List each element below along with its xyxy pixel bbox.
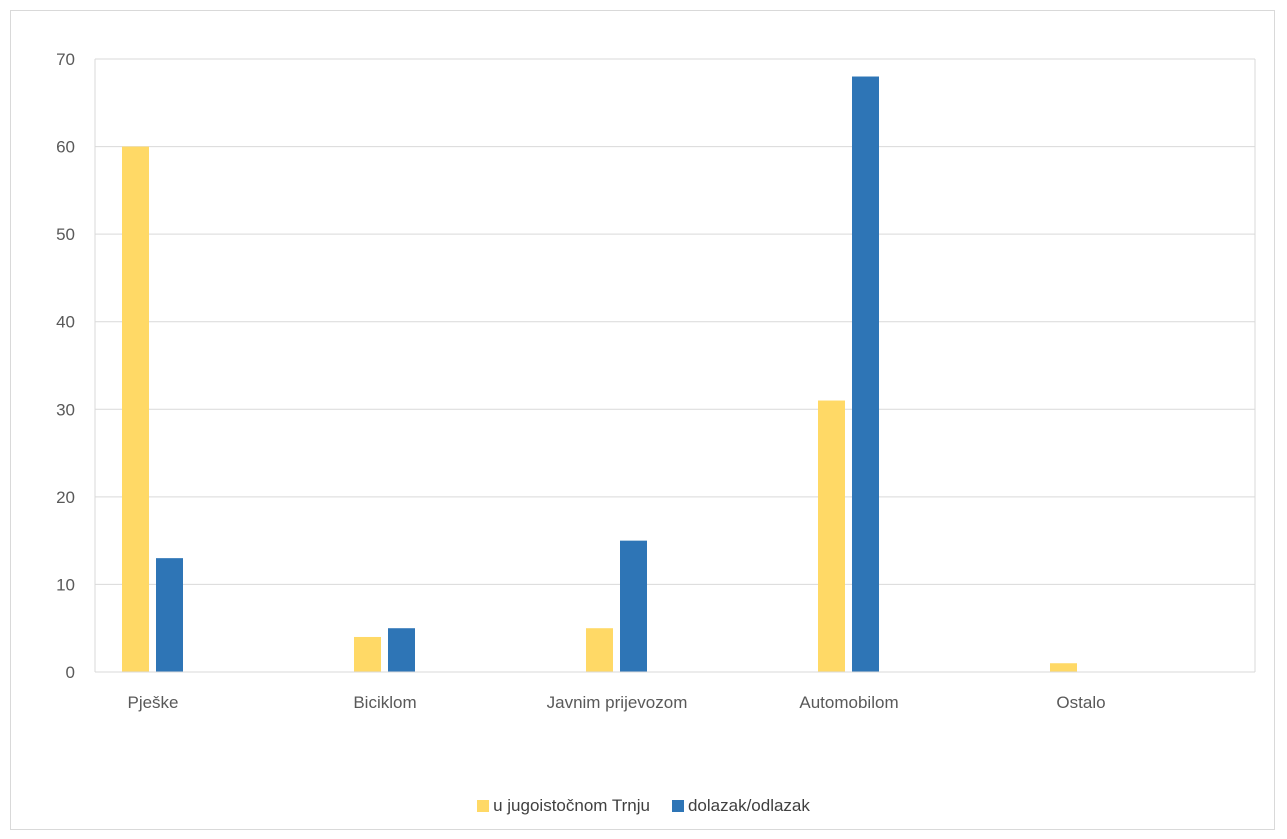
y-tick-label: 0: [66, 663, 75, 682]
x-tick-label: Ostalo: [1056, 693, 1105, 712]
legend: u jugoistočnom Trnju dolazak/odlazak: [0, 796, 1287, 816]
legend-swatch: [477, 800, 490, 812]
bar-2: [388, 628, 415, 672]
x-tick-label: Automobilom: [799, 693, 898, 712]
y-tick-label: 30: [56, 400, 75, 419]
bar-1: [1050, 663, 1077, 672]
bar-1: [122, 146, 149, 673]
legend-swatch: [671, 800, 684, 812]
legend-label: u jugoistočnom Trnju: [493, 796, 650, 815]
y-tick-label: 50: [56, 225, 75, 244]
bar-2: [156, 558, 183, 672]
gridlines: [94, 58, 1256, 673]
y-tick-label: 10: [56, 575, 75, 594]
bar-1: [586, 628, 613, 672]
x-tick-label: Biciklom: [353, 693, 416, 712]
legend-item-series-1: u jugoistočnom Trnju: [477, 796, 650, 816]
legend-item-series-2: dolazak/odlazak: [671, 796, 810, 816]
y-tick-label: 70: [56, 50, 75, 69]
y-tick-label: 60: [56, 138, 75, 157]
bar-2: [852, 76, 879, 672]
bars: [122, 76, 1077, 673]
y-tick-label: 40: [56, 313, 75, 332]
legend-label: dolazak/odlazak: [687, 796, 810, 815]
x-tick-label: Pješke: [127, 693, 178, 712]
y-tick-label: 20: [56, 488, 75, 507]
x-tick-label: Javnim prijevozom: [547, 693, 688, 712]
bar-2: [620, 540, 647, 672]
x-axis-ticks: Pješke Biciklom Javnim prijevozom Automobil…: [95, 671, 1255, 712]
bar-1: [354, 636, 381, 672]
bar-1: [818, 400, 845, 672]
y-axis-ticks: 0 10 20 30 40 50 60 70: [56, 50, 75, 682]
